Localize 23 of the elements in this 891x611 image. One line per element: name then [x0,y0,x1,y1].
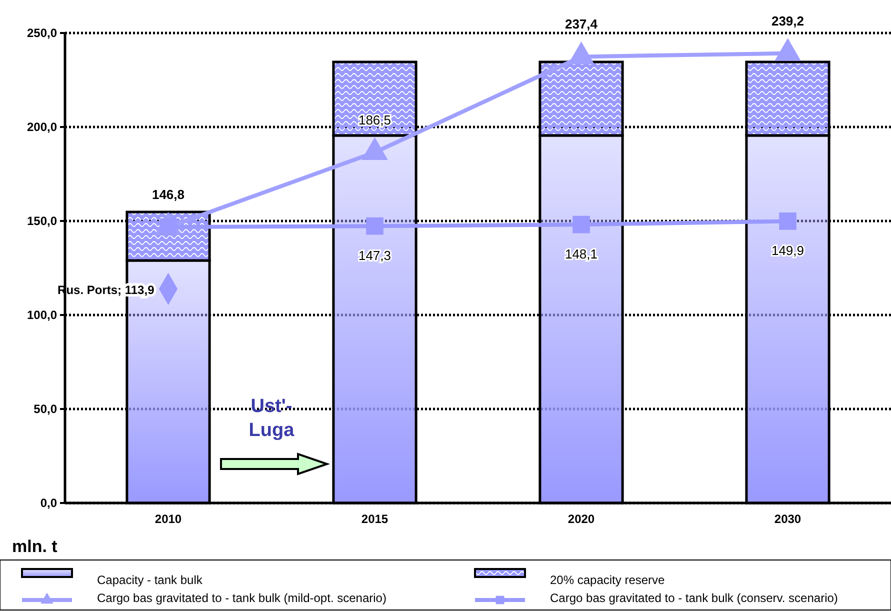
x-tick-label: 2030 [774,512,802,526]
legend-label: Capacity - tank bulk [97,573,204,587]
y-tick-label: 250,0 [26,26,58,40]
legend-label: Cargo bas gravitated to - tank bulk (mild-opt. scenario) [97,591,386,605]
data-label: 237,4 [564,16,598,32]
data-label: 147,3 [358,248,392,264]
y-tick-label: 200,0 [26,120,58,134]
data-label: 146,8 [152,187,185,202]
data-label: 148,1 [564,246,598,262]
x-tick-label: 2020 [568,512,595,526]
data-label: 186,5 [358,112,392,128]
data-label: 149,9 [771,243,804,258]
annotation: Ust'-Luga [248,396,295,441]
x-tick-label: 2010 [154,512,182,526]
legend-label: 20% capacity reserve [550,573,666,587]
data-label: 239,2 [771,13,804,28]
y-tick-label: 150,0 [26,214,58,228]
y-tick-label: 0,0 [40,496,58,510]
y-tick-label: 50,0 [34,402,58,416]
legend-label: Cargo bas gravitated to - tank bulk (conserv. scenario) [550,591,838,605]
x-tick-label: 2015 [361,512,388,526]
y-tick-label: 100,0 [26,308,58,322]
y-axis-title: mln. t [12,537,58,556]
